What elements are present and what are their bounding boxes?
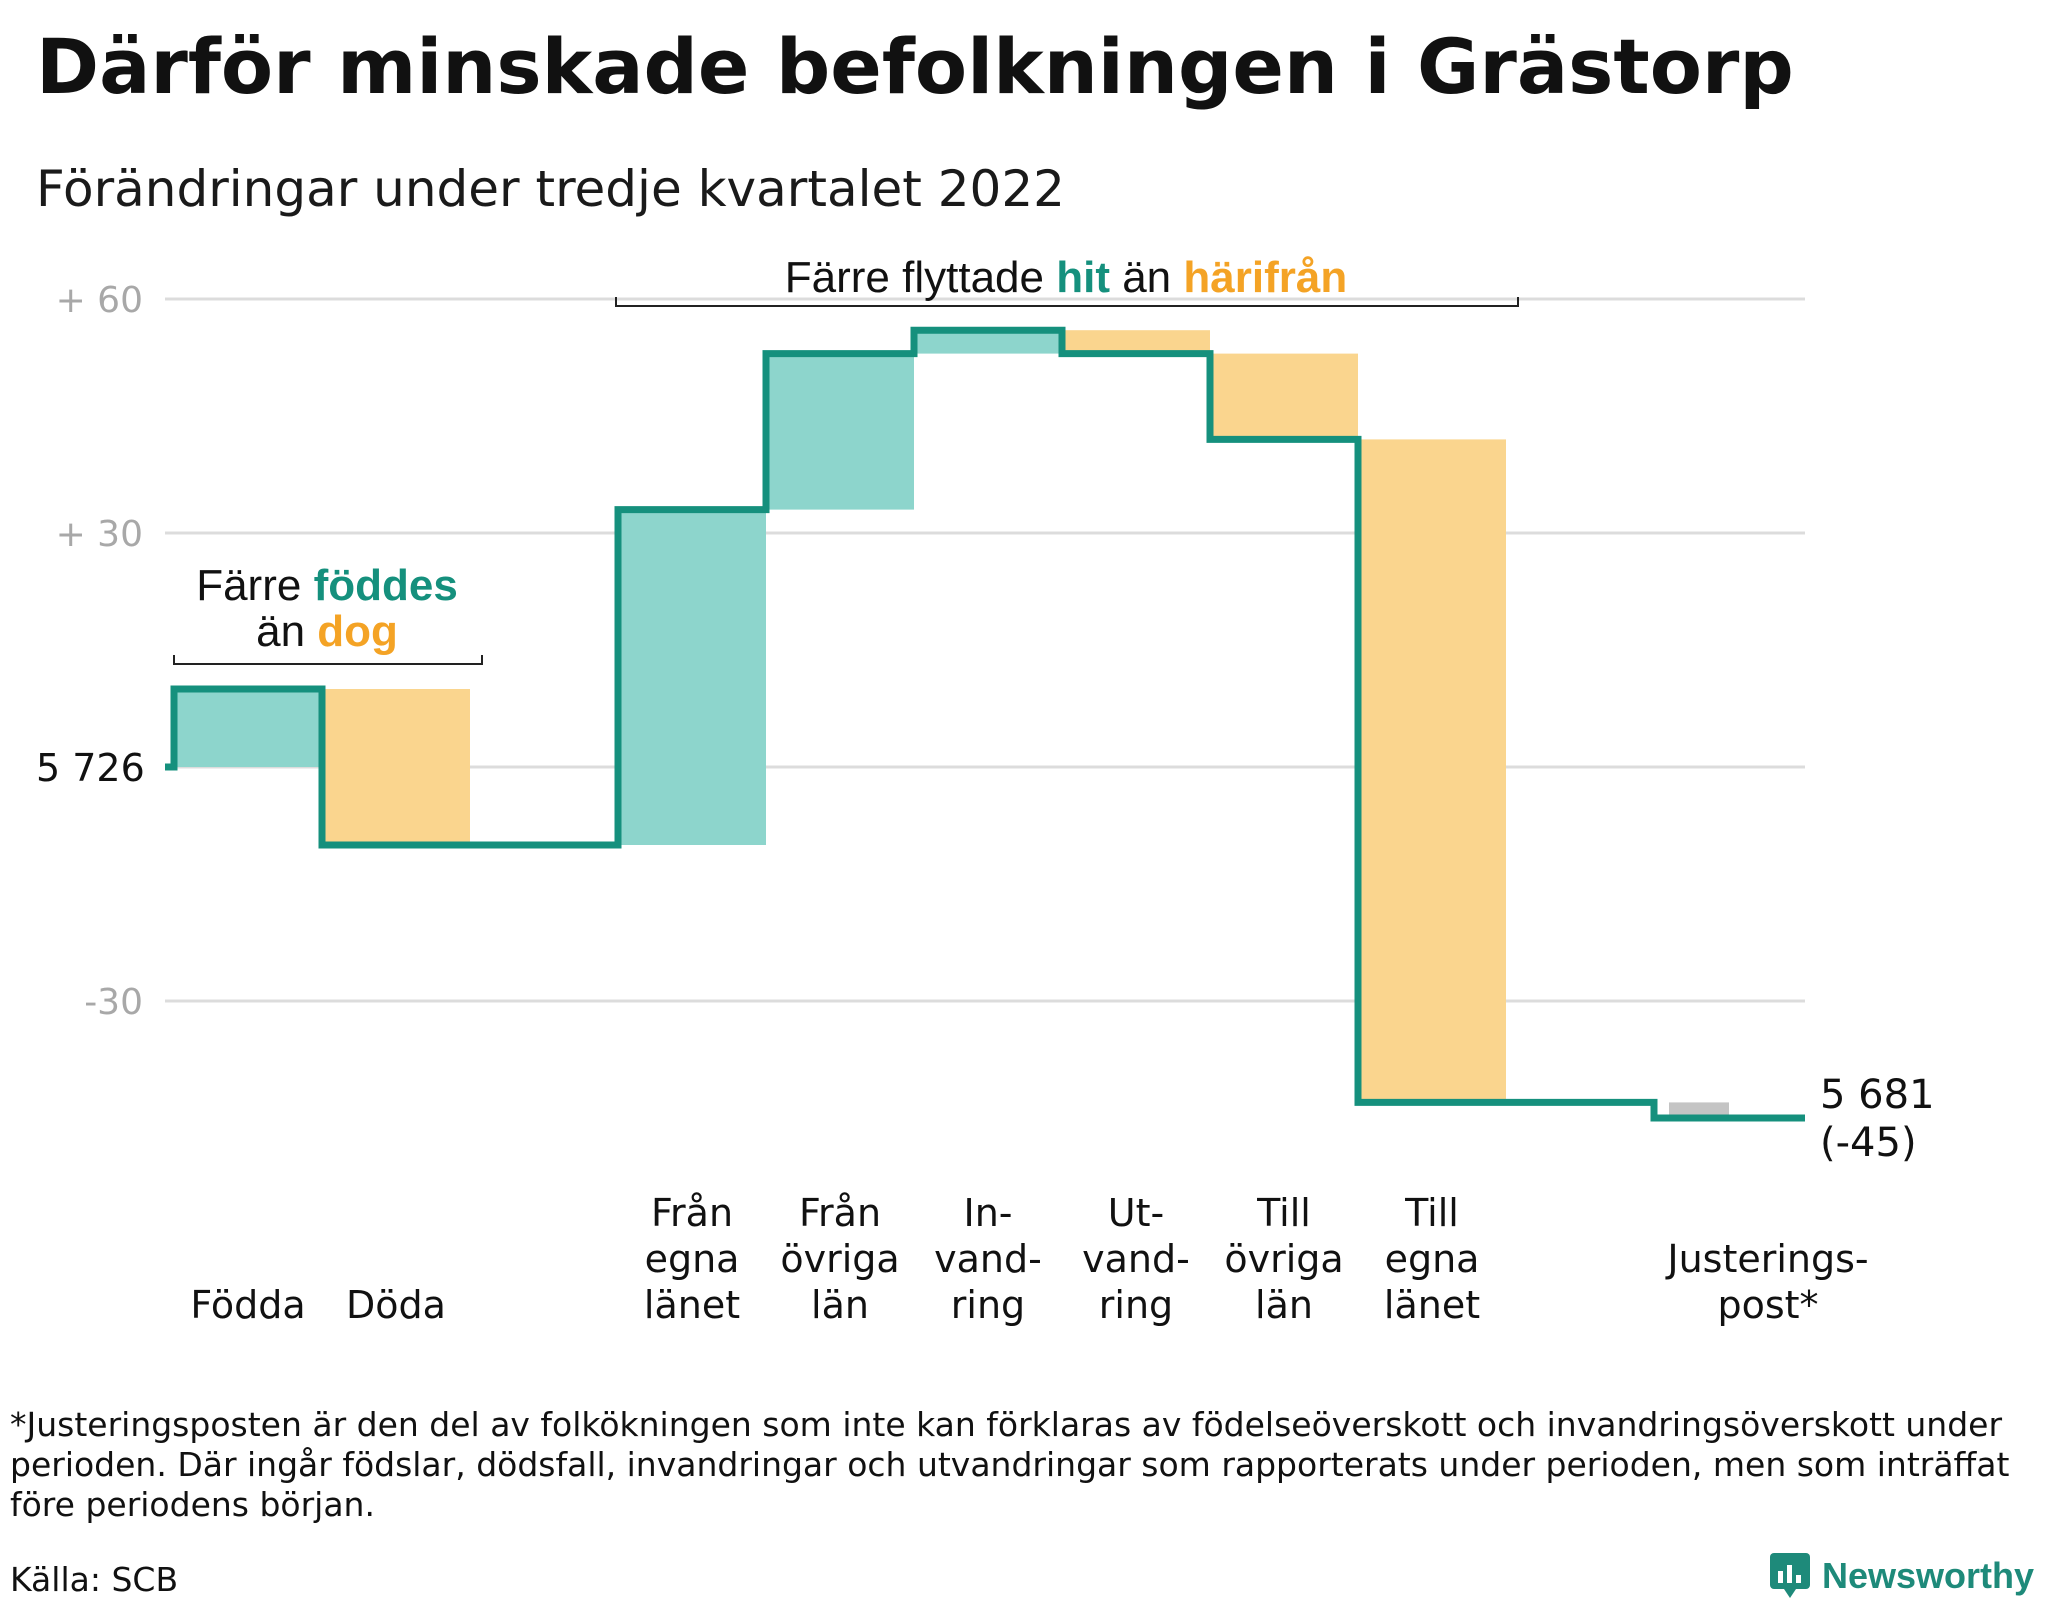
bar [766,353,914,510]
footnote: *Justeringsposten är den del av folkökni… [10,1405,2010,1524]
x-tick-label: vand- [1082,1237,1190,1281]
x-tick-label: länet [644,1283,740,1327]
newsworthy-logo-icon [1770,1553,1810,1598]
annotation-teal-span: föddes [314,561,458,610]
bar [1210,353,1358,440]
annotation-text: Färre föddes [196,561,458,610]
bar [1062,330,1210,354]
x-tick-label: övriga [1224,1237,1343,1281]
bars [174,330,1729,1118]
x-tick-label: länet [1384,1283,1480,1327]
annotation-plain-span: Färre [196,561,313,610]
bar [914,330,1062,354]
x-tick-label: Födda [190,1283,305,1327]
x-tick-label: egna [1385,1237,1480,1281]
x-tick-label: vand- [934,1237,1042,1281]
bar [174,689,322,767]
step-line [165,326,1805,1122]
x-tick-label: Från [799,1191,881,1235]
bar [1669,1102,1729,1118]
value-labels: 5 726 5 681(-45) [36,746,1935,1166]
annotation-plain-span: än [256,607,317,656]
x-tick-label: Från [651,1191,733,1235]
annotation-bracket [173,655,483,665]
end-value-label: 5 681 [1820,1072,1935,1118]
x-tick-labels: Födda DödaFrånegnalänetFrånövrigalänIn-va… [190,1191,1868,1327]
x-tick-label: övriga [780,1237,899,1281]
annotation-text: Färre flyttade hit än härifrån [785,253,1347,302]
chart-title: Därför minskade befolkningen i Grästorp [36,22,1794,111]
start-value-label: 5 726 [36,746,145,790]
x-tick-label: egna [645,1237,740,1281]
waterfall-chart: + 60+ 30-30 Födda DödaFrånegnalänetFrånöv… [36,253,1935,1327]
x-tick-label: ring [1099,1283,1173,1327]
x-tick-label: län [1255,1283,1313,1327]
bar [618,509,766,845]
step-line-path [165,326,1805,1122]
x-tick-label: län [811,1283,869,1327]
x-tick-label: ring [951,1283,1025,1327]
x-tick-label: Justerings- [1665,1237,1868,1281]
brand-name: Newsworthy [1822,1555,2035,1596]
y-tick-label: -30 [84,982,143,1023]
grid-lines [165,297,1805,1003]
x-tick-label: post* [1717,1283,1818,1327]
annotation-plain-span: än [1110,253,1183,302]
annotation-orange-span: härifrån [1183,253,1347,302]
y-tick-labels: + 60 + 30 -30 [56,280,143,1023]
annotation-plain-span: Färre flyttade [785,253,1056,302]
bar [322,689,470,845]
annotation-bracket [615,297,1519,307]
x-tick-label: Ut- [1108,1191,1164,1235]
chart-subtitle: Förändringar under tredje kvartalet 2022 [36,160,1065,218]
annotation-orange-span: dog [317,607,398,656]
x-tick-label: In- [963,1191,1012,1235]
source-note: Källa: SCB [10,1560,179,1599]
brand-logo: Newsworthy [1770,1553,2034,1599]
annotation-text: än dog [256,607,398,656]
y-tick-label: + 30 [56,514,143,555]
x-tick-label: Döda [346,1283,446,1327]
y-tick-label: + 60 [56,280,143,321]
x-tick-label: Till [1404,1191,1459,1235]
annotation-teal-span: hit [1056,253,1110,302]
end-change-label: (-45) [1820,1120,1917,1166]
bar [1358,439,1506,1103]
x-tick-label: Till [1256,1191,1311,1235]
